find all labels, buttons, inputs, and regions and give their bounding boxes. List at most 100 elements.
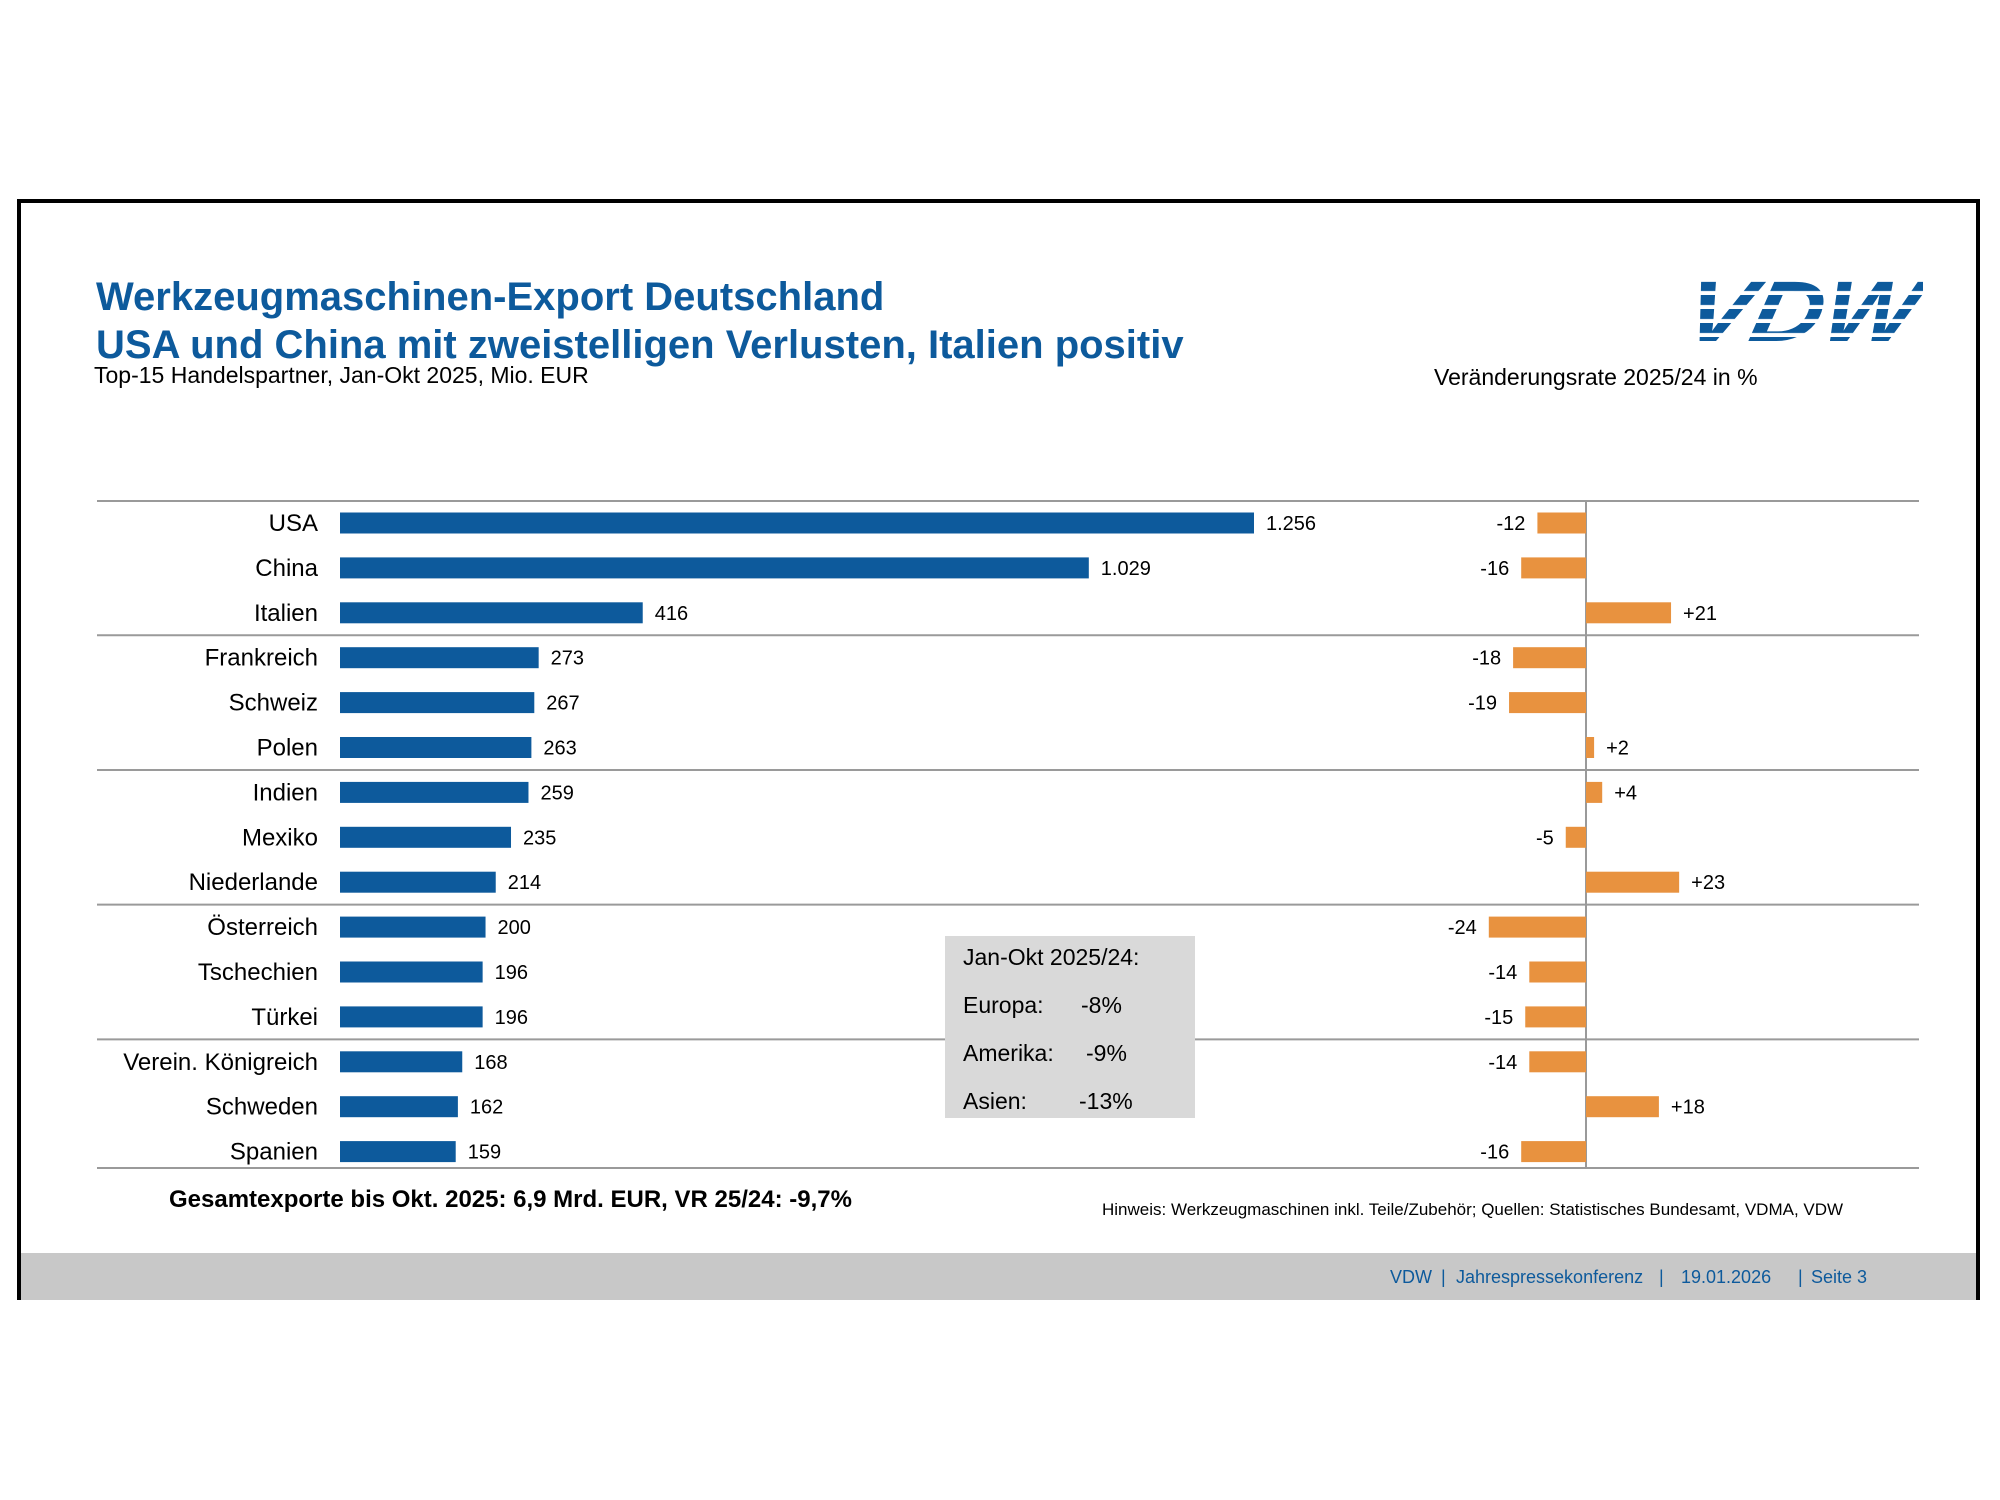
- export-bar: [340, 961, 483, 983]
- change-value-label: -14: [1488, 962, 1517, 984]
- export-bar: [340, 737, 532, 758]
- change-value-label: -5: [1536, 827, 1554, 849]
- change-value-label: -16: [1480, 1142, 1509, 1164]
- export-bar: [340, 557, 1089, 579]
- region-summary-box: Jan-Okt 2025/24: Europa: -8% Amerika: -9…: [945, 936, 1195, 1118]
- source-note: Hinweis: Werkzeugmaschinen inkl. Teile/Z…: [1102, 1200, 1844, 1219]
- export-bar: [340, 1096, 458, 1118]
- region-america-value: -9%: [1086, 1040, 1127, 1066]
- slide: Werkzeugmaschinen-Export Deutschland USA…: [17, 199, 1980, 1300]
- change-value-label: +18: [1671, 1097, 1705, 1119]
- category-label: Österreich: [207, 914, 318, 941]
- change-bar: [1586, 871, 1680, 893]
- change-value-label: -18: [1472, 648, 1501, 670]
- change-value-label: +23: [1691, 872, 1725, 894]
- export-value-label: 1.029: [1101, 558, 1151, 580]
- category-label: Indien: [253, 779, 318, 806]
- export-value-label: 259: [540, 782, 573, 804]
- category-label: Türkei: [251, 1004, 318, 1031]
- slide-subtitle: USA und China mit zweistelligen Verluste…: [96, 323, 1184, 367]
- left-chart-title: Top-15 Handelspartner, Jan-Okt 2025, Mio…: [94, 362, 589, 388]
- export-bar: [340, 781, 529, 803]
- category-label: USA: [269, 510, 318, 537]
- category-label: Schweden: [206, 1094, 318, 1121]
- right-bar-series: -12 -16 +21 -18 -19 +2 +4 -5 +23 -24 -14 -15 -14 +18 -…: [1448, 512, 1725, 1164]
- export-value-label: 214: [508, 872, 541, 894]
- footer-separator: |: [1441, 1267, 1446, 1287]
- export-bar: [340, 826, 512, 848]
- export-value-label: 162: [470, 1097, 503, 1119]
- region-america-label: Amerika:: [963, 1040, 1054, 1066]
- export-bar: [340, 1006, 483, 1028]
- export-value-label: 273: [551, 648, 584, 670]
- region-asia-value: -13%: [1079, 1088, 1133, 1114]
- change-bar: [1586, 1096, 1659, 1118]
- change-value-label: -24: [1448, 917, 1477, 939]
- export-value-label: 263: [543, 738, 576, 760]
- export-bar: [340, 916, 486, 938]
- change-value-label: -16: [1480, 558, 1509, 580]
- export-bar: [340, 692, 535, 714]
- right-chart-title: Veränderungsrate 2025/24 in %: [1434, 364, 1758, 390]
- slide-title: Werkzeugmaschinen-Export Deutschland: [96, 275, 885, 319]
- change-bar: [1529, 1051, 1586, 1073]
- change-bar: [1537, 512, 1586, 534]
- region-europe-value: -8%: [1081, 992, 1122, 1018]
- footer-org: VDW: [1390, 1267, 1432, 1287]
- change-value-label: +4: [1614, 782, 1637, 804]
- change-value-label: -14: [1488, 1052, 1517, 1074]
- change-bar: [1509, 692, 1586, 714]
- export-value-label: 196: [495, 1007, 528, 1029]
- export-value-label: 196: [495, 962, 528, 984]
- change-bar: [1513, 647, 1586, 669]
- export-bar: [340, 871, 496, 893]
- category-label: Tschechien: [198, 959, 318, 986]
- change-value-label: -15: [1484, 1007, 1513, 1029]
- category-label: Frankreich: [205, 645, 318, 672]
- change-value-label: +21: [1683, 603, 1717, 625]
- change-bar: [1525, 1006, 1586, 1028]
- export-chart: Top-15 Handelspartner, Jan-Okt 2025, Mio…: [94, 362, 1919, 1169]
- footer-event: Jahrespressekonferenz: [1456, 1267, 1644, 1287]
- category-label: China: [255, 555, 318, 582]
- footer-page: Seite 3: [1811, 1267, 1868, 1287]
- footer-date: 19.01.2026: [1681, 1267, 1772, 1287]
- export-value-label: 1.256: [1266, 513, 1316, 535]
- vdw-logo: VDW: [1676, 267, 1923, 357]
- footer-separator: |: [1798, 1267, 1803, 1287]
- total-exports-summary: Gesamtexporte bis Okt. 2025: 6,9 Mrd. EU…: [169, 1186, 852, 1213]
- change-bar: [1586, 781, 1603, 803]
- category-label: Spanien: [230, 1139, 318, 1166]
- export-bar: [340, 512, 1254, 534]
- export-bar: [340, 1051, 463, 1073]
- category-label: Mexiko: [242, 824, 318, 851]
- region-asia-label: Asien:: [963, 1088, 1027, 1114]
- category-label: Verein. Königreich: [123, 1049, 318, 1076]
- export-bar: [340, 1141, 456, 1163]
- footer-bar: VDW | Jahrespressekonferenz | 19.01.2026…: [21, 1253, 1976, 1300]
- change-bar: [1586, 602, 1672, 624]
- export-value-label: 267: [546, 693, 579, 715]
- export-value-label: 200: [498, 917, 531, 939]
- category-label: Niederlande: [189, 869, 318, 896]
- category-label: Schweiz: [229, 690, 318, 717]
- category-label: Italien: [254, 600, 318, 627]
- change-value-label: -19: [1468, 693, 1497, 715]
- change-bar: [1529, 961, 1586, 983]
- change-value-label: +2: [1606, 738, 1629, 760]
- change-bar: [1586, 737, 1595, 758]
- export-value-label: 168: [474, 1052, 507, 1074]
- category-label: Polen: [257, 735, 318, 762]
- change-bar: [1521, 1141, 1586, 1163]
- region-summary-heading: Jan-Okt 2025/24:: [963, 944, 1140, 970]
- svg-text:VDW: VDW: [1676, 267, 1923, 357]
- footer-separator: |: [1659, 1267, 1664, 1287]
- change-bar: [1565, 826, 1586, 848]
- export-value-label: 159: [468, 1142, 501, 1164]
- change-bar: [1488, 916, 1586, 938]
- export-value-label: 416: [655, 603, 688, 625]
- change-bar: [1521, 557, 1586, 579]
- export-value-label: 235: [523, 827, 556, 849]
- region-europe-label: Europa:: [963, 992, 1044, 1018]
- export-bar: [340, 647, 539, 669]
